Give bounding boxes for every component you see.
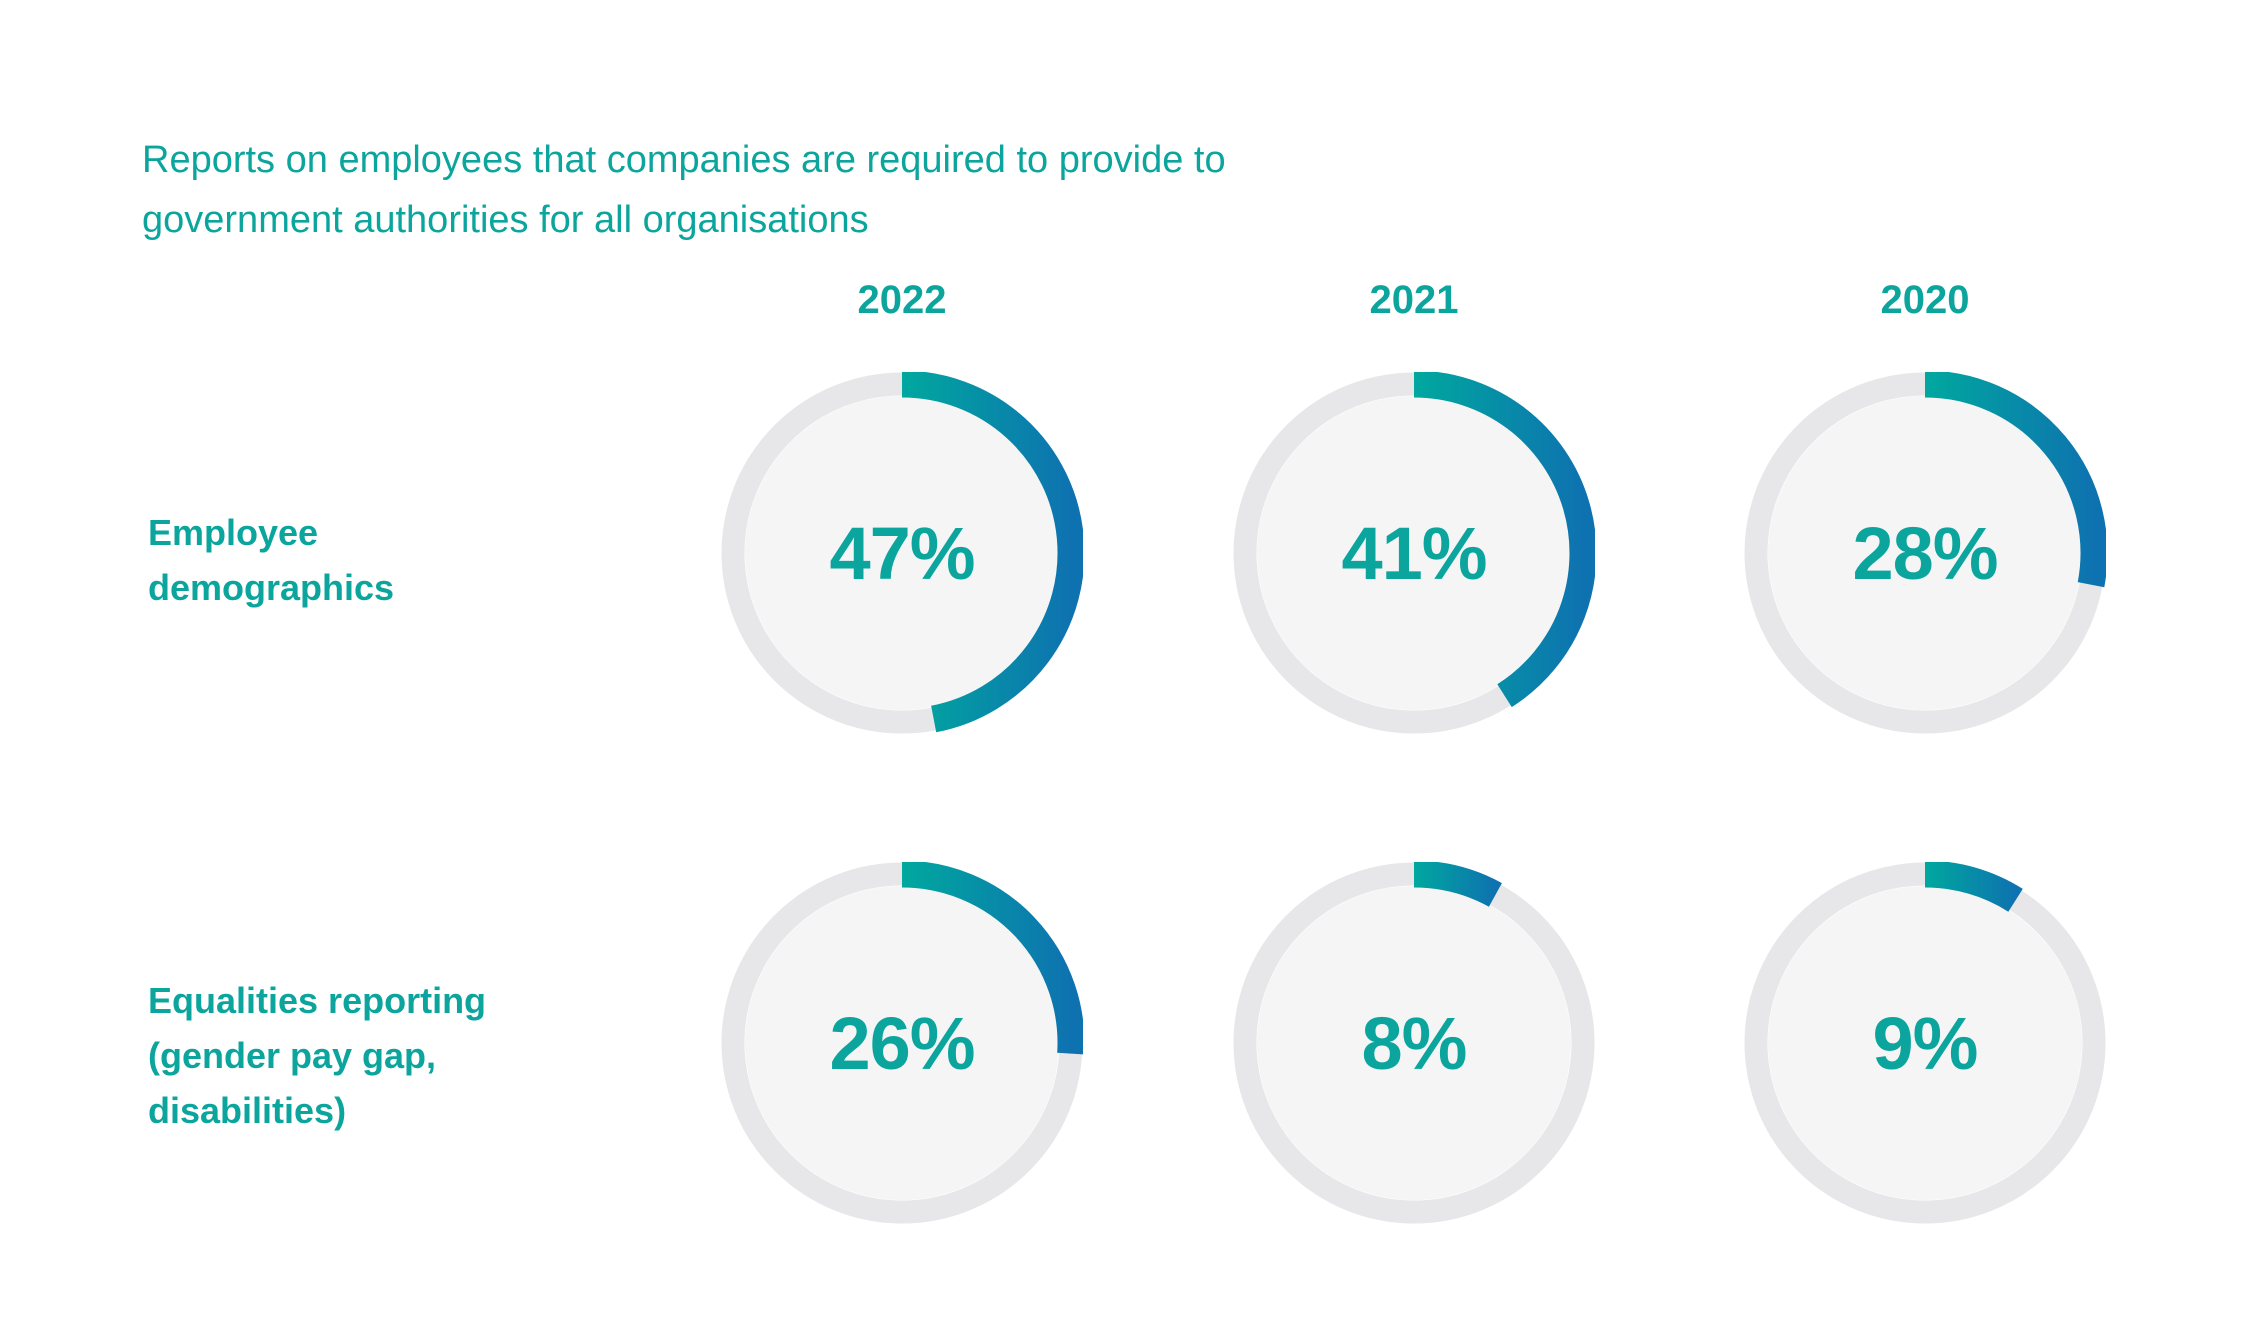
donut-chart-employee-demographics-2021: 41% bbox=[1233, 372, 1595, 734]
donut-ring bbox=[721, 862, 1083, 1224]
donut-value-label: 47% bbox=[829, 511, 975, 595]
donut-progress-arc bbox=[901, 862, 1083, 1055]
donut-inner-disc bbox=[1257, 396, 1571, 710]
donut-ring bbox=[1233, 372, 1595, 734]
donut-inner-disc bbox=[1257, 886, 1571, 1200]
donut-value-label: 28% bbox=[1852, 511, 1998, 595]
donut-progress-arc bbox=[901, 372, 1083, 733]
row-label-equalities-reporting: Equalities reporting (gender pay gap, di… bbox=[148, 973, 486, 1138]
donut-value-label: 8% bbox=[1361, 1001, 1468, 1085]
donut-chart-equalities-reporting-2022: 26% bbox=[721, 862, 1083, 1224]
donut-ring bbox=[1744, 372, 2106, 734]
donut-inner-disc bbox=[745, 886, 1059, 1200]
donut-value-label: 26% bbox=[829, 1001, 975, 1085]
donut-chart-employee-demographics-2022: 47% bbox=[721, 372, 1083, 734]
row-label-line: (gender pay gap, bbox=[148, 1035, 437, 1076]
column-header-2020: 2020 bbox=[1880, 278, 1970, 322]
donut-value-label: 41% bbox=[1341, 511, 1487, 595]
row-label-line: demographics bbox=[148, 567, 395, 608]
column-header-2021: 2021 bbox=[1369, 278, 1459, 322]
donut-ring bbox=[1744, 862, 2106, 1224]
row-label-line: disabilities) bbox=[148, 1090, 347, 1131]
row-label-line: Employee bbox=[148, 512, 319, 553]
donut-progress-arc bbox=[1413, 372, 1595, 708]
donut-chart-equalities-reporting-2020: 9% bbox=[1744, 862, 2106, 1224]
donut-inner-disc bbox=[745, 396, 1059, 710]
donut-ring bbox=[721, 372, 1083, 734]
donut-progress-arc bbox=[1924, 372, 2106, 588]
row-label-line: Equalities reporting bbox=[148, 980, 487, 1021]
chart-title-line-2: government authorities for all organisat… bbox=[142, 199, 869, 241]
row-label-employee-demographics: Employee demographics bbox=[148, 505, 394, 615]
donut-chart-equalities-reporting-2021: 8% bbox=[1233, 862, 1595, 1224]
chart-title-line-1: Reports on employees that companies are … bbox=[142, 139, 1226, 181]
donut-progress-arc bbox=[1413, 862, 1502, 907]
chart-title: Reports on employees that companies are … bbox=[142, 130, 1226, 250]
column-header-2022: 2022 bbox=[857, 278, 947, 322]
donut-value-label: 9% bbox=[1872, 1001, 1979, 1085]
donut-inner-disc bbox=[1768, 886, 2082, 1200]
donut-ring bbox=[1233, 862, 1595, 1224]
donut-progress-arc bbox=[1924, 862, 2023, 912]
donut-chart-employee-demographics-2020: 28% bbox=[1744, 372, 2106, 734]
donut-inner-disc bbox=[1768, 396, 2082, 710]
